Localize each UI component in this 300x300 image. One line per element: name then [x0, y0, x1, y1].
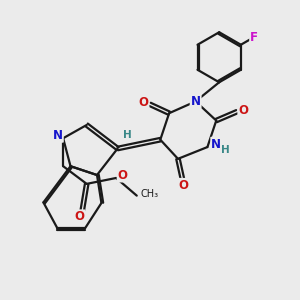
Text: N: N	[190, 95, 201, 108]
Text: CH₃: CH₃	[140, 189, 158, 199]
Text: H: H	[221, 145, 230, 155]
Text: O: O	[139, 96, 148, 110]
Text: O: O	[179, 179, 189, 192]
Text: F: F	[250, 31, 258, 44]
Text: O: O	[118, 169, 128, 182]
Text: H: H	[123, 130, 131, 140]
Text: O: O	[74, 210, 84, 223]
Text: N: N	[211, 138, 221, 151]
Text: O: O	[238, 104, 248, 117]
Text: N: N	[53, 129, 63, 142]
